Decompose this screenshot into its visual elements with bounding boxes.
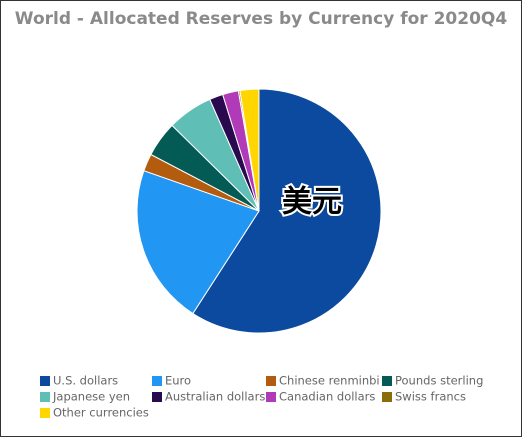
annotation: 美元: [282, 185, 342, 220]
legend-swatch: [382, 392, 392, 402]
legend-label: Chinese renminbi: [279, 374, 380, 388]
legend-swatch: [152, 376, 162, 386]
pie: [136, 88, 382, 334]
pie-slice: [239, 88, 260, 212]
legend-swatch: [152, 392, 162, 402]
legend-label: Swiss francs: [395, 390, 466, 404]
legend-label: Canadian dollars: [279, 390, 375, 404]
legend-swatch: [266, 376, 276, 386]
legend-label: Australian dollars: [165, 390, 265, 404]
chart-title: World - Allocated Reserves by Currency f…: [15, 9, 508, 29]
legend-swatch: [382, 376, 392, 386]
legend-label: Japanese yen: [52, 390, 130, 404]
pie-slice: [192, 88, 382, 334]
legend-swatch: [40, 408, 50, 418]
legend-label: Euro: [165, 374, 191, 388]
legend-label: Pounds sterling: [395, 374, 483, 388]
legend-label: U.S. dollars: [53, 374, 118, 388]
legend: U.S. dollars Euro Chinese renminbi Pounds s…: [40, 374, 483, 420]
legend-swatch: [40, 392, 50, 402]
legend-swatch: [40, 376, 50, 386]
legend-swatch: [266, 392, 276, 402]
legend-label: Other currencies: [53, 406, 149, 420]
pie-slice: [136, 170, 260, 315]
